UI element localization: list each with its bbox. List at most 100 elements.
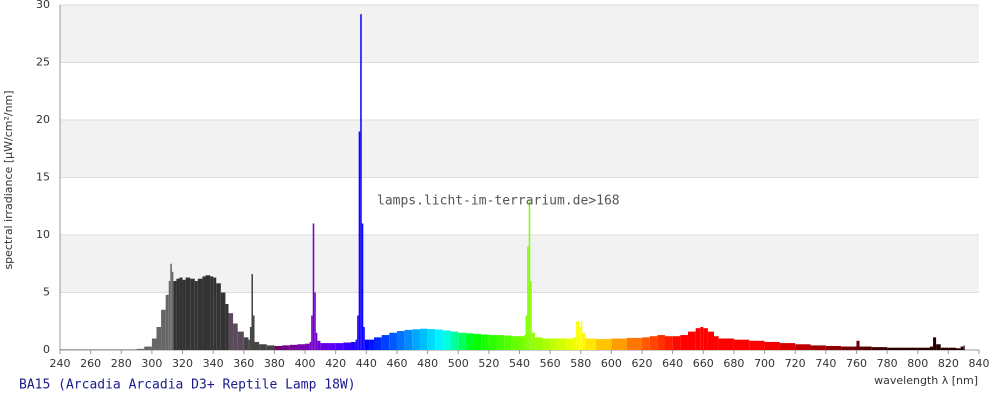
spectrum-bar (254, 341, 260, 350)
spectrum-bar (355, 339, 358, 350)
x-tick-label: 780 (877, 357, 898, 370)
spectrum-bar (657, 335, 666, 350)
spectrum-bar (871, 347, 888, 350)
spectrum-bar (810, 345, 826, 350)
x-tick-label: 500 (448, 357, 469, 370)
spectrum-bar (197, 278, 203, 350)
x-tick-label: 460 (386, 357, 407, 370)
spectrum-bar (171, 271, 174, 350)
x-tick-label: 340 (203, 357, 224, 370)
spectrum-bar (389, 332, 397, 350)
y-tick-label: 5 (43, 286, 50, 299)
spectrum-bar (779, 343, 796, 350)
x-tick-label: 260 (80, 357, 101, 370)
spectrum-bar (853, 346, 857, 350)
spectrum-bar (933, 337, 937, 350)
spectrum-bar (412, 329, 420, 350)
x-tick-label: 560 (540, 357, 561, 370)
spectrum-bar (363, 327, 365, 350)
spectrum-bar (151, 338, 157, 350)
spectrum-bar (182, 279, 186, 350)
x-tick-label: 840 (969, 357, 990, 370)
spectrum-bar (213, 277, 217, 350)
spectrum-bar (176, 278, 180, 350)
watermark: lamps.licht-im-terrarium.de>168 (377, 194, 620, 209)
spectrum-bar (527, 246, 529, 350)
spectrum-bar (173, 281, 177, 350)
spectrum-bar (358, 131, 361, 350)
spectrum-bar (859, 346, 872, 350)
spectrum-bar (144, 346, 152, 350)
spectrum-bar (194, 281, 198, 350)
spectrum-bar (252, 315, 255, 350)
x-tick-label: 420 (325, 357, 346, 370)
spectrum-bar (237, 331, 244, 350)
y-tick-label: 0 (43, 343, 50, 356)
spectrum-bar (225, 304, 229, 350)
spectrum-bar (105, 349, 122, 350)
x-tick-label: 740 (815, 357, 836, 370)
x-tick-label: 680 (723, 357, 744, 370)
y-tick-label: 15 (36, 171, 50, 184)
spectrum-bar (435, 329, 443, 350)
spectrum-bar (841, 346, 854, 350)
spectrum-bar (929, 346, 934, 350)
spectrum-bar (396, 331, 405, 350)
spectrum-bar (565, 338, 574, 350)
spectrum-bar (381, 335, 390, 350)
y-axis-label: spectral irradiance [µW/cm²/nm] (2, 90, 15, 269)
spectrum-bar (161, 309, 166, 350)
x-tick-label: 480 (417, 357, 438, 370)
spectrum-bar (185, 277, 191, 350)
spectrum-bar (887, 347, 903, 350)
spectrum-bar (248, 339, 250, 350)
chart-footer: BA15 (Arcadia Arcadia D3+ Reptile Lamp 1… (19, 378, 356, 393)
spectrum-bar (481, 334, 489, 350)
spectrum-bar (205, 275, 211, 350)
spectrum-bar (90, 349, 106, 350)
spectrum-bar (707, 331, 715, 350)
spectrum-bar (343, 342, 352, 350)
x-tick-label: 580 (570, 357, 591, 370)
spectrum-bar (680, 335, 688, 350)
spectrum-bar (960, 346, 964, 350)
spectrum-bar (525, 315, 528, 350)
spectrum-bar (360, 14, 362, 350)
spectrum-bar (531, 332, 535, 350)
spectrum-bar (956, 348, 961, 350)
spectrum-bar (282, 345, 290, 350)
spectrum-bar (317, 340, 321, 350)
spectrum-bar (718, 338, 734, 350)
grid-band (60, 120, 979, 178)
spectrum-bar (328, 343, 336, 350)
x-tick-label: 520 (478, 357, 499, 370)
spectrum-bar (266, 345, 275, 350)
spectrum-bar (582, 332, 586, 350)
spectrum-bar (251, 274, 253, 350)
spectrum-bar (856, 340, 860, 350)
spectrum-bar (165, 294, 169, 350)
y-tick-label: 10 (36, 228, 50, 241)
spectrum-bar (419, 328, 428, 350)
spectrum-bar (550, 338, 558, 350)
spectrum-bar (496, 335, 505, 350)
spectrum-bar (585, 338, 597, 350)
grid-band (60, 5, 979, 63)
spectrum-bar (672, 336, 681, 350)
x-tick-label: 660 (693, 357, 714, 370)
spectrum-bar (579, 327, 581, 350)
spectrum-bar (156, 327, 162, 350)
spectrum-bar (573, 337, 577, 350)
spectrum-bar (335, 343, 344, 350)
spectrum-bar (249, 327, 252, 350)
x-tick-label: 800 (907, 357, 928, 370)
spectrum-bar (121, 349, 137, 350)
spectrum-bar (530, 281, 532, 350)
spectrum-bar (311, 315, 313, 350)
spectrum-bar (216, 283, 221, 350)
spectrum-bar (714, 336, 719, 350)
x-tick-label: 700 (754, 357, 775, 370)
x-tick-label: 820 (938, 357, 959, 370)
spectrum-bar (364, 339, 370, 350)
spectrum-bar (703, 328, 708, 350)
